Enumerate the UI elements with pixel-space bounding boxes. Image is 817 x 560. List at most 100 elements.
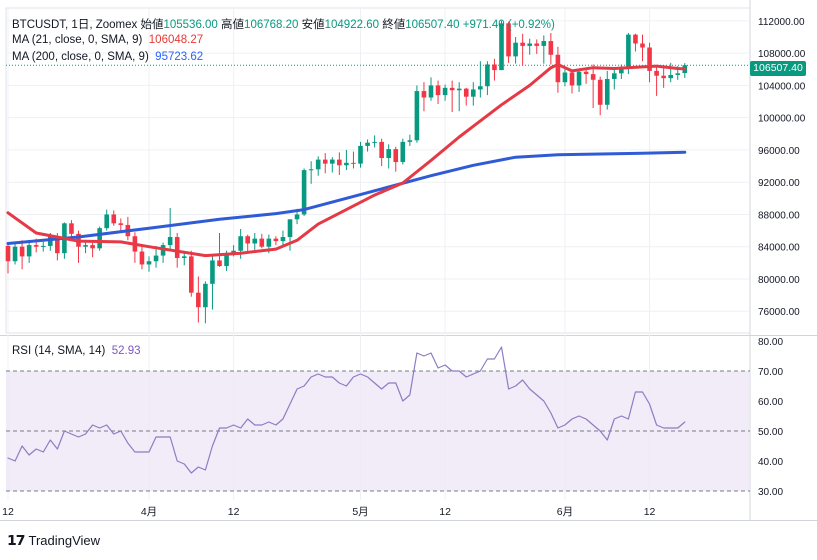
candle-body <box>97 228 102 249</box>
candle-body <box>513 42 518 57</box>
candle-body <box>358 145 363 164</box>
candle-body <box>280 237 286 242</box>
time-tick-label: 12 <box>439 506 451 518</box>
candle-body <box>111 214 117 224</box>
candle-body <box>238 236 243 251</box>
candle-body <box>252 238 258 244</box>
price-tick-label: 108000.00 <box>758 49 806 60</box>
candle-body <box>174 237 180 258</box>
candle-body <box>210 260 215 284</box>
candle-body <box>633 34 638 44</box>
rsi-label: RSI (14, SMA, 14) <box>12 345 106 357</box>
candle-body <box>90 245 95 249</box>
candle-body <box>548 41 554 55</box>
candle-body <box>217 260 222 267</box>
candle-body <box>463 88 469 97</box>
candle-body <box>146 261 152 265</box>
low-value: 104922.60 <box>324 19 379 31</box>
price-tick-label: 80000.00 <box>758 275 800 286</box>
candle-body <box>619 68 624 74</box>
candle-body <box>315 159 321 170</box>
candle-body <box>69 223 74 234</box>
close-value: 106507.40 <box>405 19 460 31</box>
time-tick-label: 5月 <box>352 506 368 518</box>
ma200-label: MA (200, close, 0, SMA, 9) <box>12 51 149 63</box>
candle-body <box>83 245 88 247</box>
tradingview-logo[interactable]: 𝟭𝟳 TradingView <box>7 532 100 549</box>
interval-label: 1日 <box>71 19 90 31</box>
candle-body <box>5 245 11 262</box>
candle-body <box>668 74 673 79</box>
candle-body <box>583 71 589 75</box>
candle-body <box>26 245 32 257</box>
candle-body <box>153 255 159 262</box>
candle-body <box>322 159 328 164</box>
candle-body <box>189 256 194 293</box>
symbol-label: BTCUSDT <box>12 19 66 31</box>
candle-body <box>344 162 349 166</box>
candle-body <box>259 238 265 247</box>
candle-body <box>661 75 666 79</box>
price-tick-label: 96000.00 <box>758 146 800 157</box>
candle-body <box>196 292 201 308</box>
last-price-tag: 106507.40 <box>750 61 806 76</box>
candle-body <box>19 246 25 257</box>
candle-body <box>478 86 483 90</box>
ma21-line <box>6 63 687 258</box>
ma21-label: MA (21, close, 0, SMA, 9) <box>12 34 143 46</box>
candle-body <box>224 253 229 267</box>
tradingview-logo-icon: 𝟭𝟳 <box>7 532 26 548</box>
candle-body <box>287 219 293 238</box>
candle-body <box>562 72 568 83</box>
candle-body <box>499 23 504 71</box>
candle-body <box>308 169 314 171</box>
candle-body <box>393 149 399 163</box>
candle-body <box>435 85 441 96</box>
candle-body <box>181 256 187 258</box>
candle-body <box>527 43 532 46</box>
ma200-legend[interactable]: MA (200, close, 0, SMA, 9) 95723.62 <box>12 51 203 63</box>
candle-body <box>612 73 617 79</box>
price-tick-label: 112000.00 <box>758 17 805 28</box>
price-tick-label: 88000.00 <box>758 210 800 221</box>
candle-body <box>203 283 208 308</box>
candle-body <box>231 250 236 254</box>
candle-body <box>273 238 279 242</box>
candle-body <box>337 159 342 166</box>
candle-body <box>428 85 434 98</box>
candle-body <box>647 47 652 71</box>
candle-body <box>675 73 681 75</box>
change-value: +971.40 (+0.92%) <box>462 19 555 31</box>
close-label: 終値 <box>382 19 406 31</box>
time-tick-label: 12 <box>644 506 656 518</box>
candle-body <box>386 149 391 158</box>
rsi-tick-label: 30.00 <box>758 487 783 498</box>
rsi-tick-label: 70.00 <box>758 367 783 378</box>
candle-body <box>118 223 124 225</box>
candle-body <box>449 87 455 91</box>
candle-body <box>471 89 476 97</box>
candle-body <box>245 236 250 244</box>
candle-body <box>640 43 645 48</box>
candle-body <box>365 142 370 146</box>
candle-body <box>590 74 596 80</box>
open-value: 105536.00 <box>163 19 218 31</box>
candle-body <box>534 43 540 46</box>
rsi-legend[interactable]: RSI (14, SMA, 14) 52.93 <box>12 345 140 357</box>
ma21-legend[interactable]: MA (21, close, 0, SMA, 9) 106048.27 <box>12 34 203 46</box>
candle-body <box>379 141 384 158</box>
rsi-line <box>7 346 686 474</box>
price-tick-label: 76000.00 <box>758 307 800 318</box>
low-label: 安値 <box>301 19 325 31</box>
candle-body <box>55 236 60 254</box>
ma200-value: 95723.62 <box>155 51 204 63</box>
candle-body <box>139 251 145 265</box>
price-tick-label: 100000.00 <box>758 114 806 125</box>
ma21-value: 106048.27 <box>148 34 204 46</box>
time-tick-label: 4月 <box>141 506 157 518</box>
candle-body <box>456 88 462 91</box>
rsi-tick-label: 60.00 <box>758 397 783 408</box>
candle-body <box>555 54 561 83</box>
rsi-tick-label: 50.00 <box>758 427 783 438</box>
